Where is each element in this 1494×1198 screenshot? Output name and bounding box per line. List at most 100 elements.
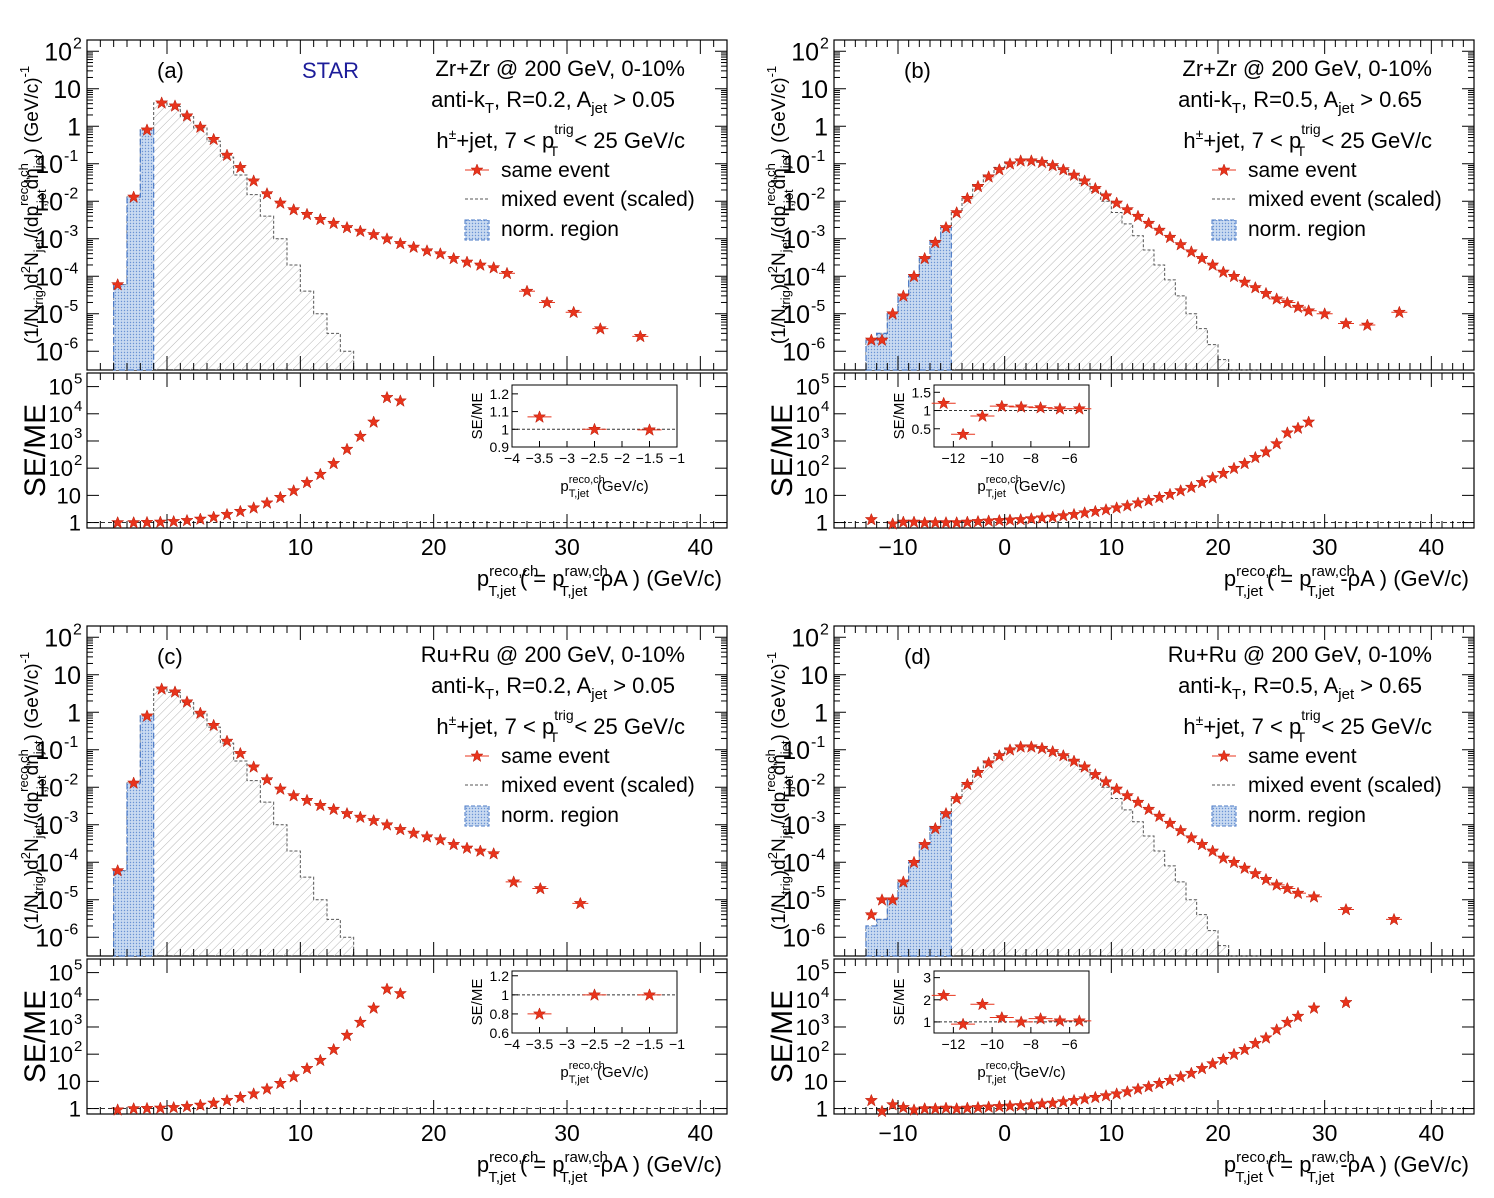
inset-y-tick-label: 1 [923,1014,931,1030]
same-event-point [420,830,434,843]
ratio-y-tick-exponent: 5 [821,371,829,388]
same-event-point [1099,189,1113,202]
x-tick-label: 20 [1205,534,1231,560]
y-tick-exponent: -4 [811,846,825,863]
same-event-point [1142,802,1155,815]
same-event-point [1174,824,1187,837]
mixed-event-fill [113,102,354,371]
inset-x-tick-label: −3 [559,450,575,466]
inset-x-tick-label: −2.5 [581,450,609,466]
same-event-point [1227,270,1241,282]
y-tick-exponent: 2 [73,35,82,52]
inset-x-tick-label: −4 [504,450,520,466]
x-tick-label: −10 [878,1120,917,1146]
y-tick-label: 1 [67,113,81,141]
ratio-point [247,1087,260,1100]
x-axis-label: preco,ch T,jet( = praw,ch T,jet-ρA ) (GeV/… [1224,1149,1469,1186]
ratio-y-tick-exponent: 3 [821,1011,829,1028]
ratio-point [394,394,407,407]
ratio-point [1163,1073,1177,1086]
y-tick-label: 10 [791,38,819,66]
same-event-point [1110,782,1123,795]
same-event-point [1387,913,1401,926]
ratio-point [1302,415,1315,428]
ratio-point [1089,1091,1102,1104]
same-event-point [1163,816,1177,829]
y-tick-label: 10 [35,887,63,915]
same-event-point [407,240,420,253]
same-event-point [534,882,547,895]
mixed-event-fill [866,746,1261,956]
y-tick-label: 10 [782,887,810,915]
ratio-point [354,1015,367,1028]
ratio-point [340,442,354,455]
y-tick-label: 1 [814,699,828,727]
ratio-y-tick-label: 10 [796,429,820,454]
same-event-point [460,255,474,268]
ratio-point [1057,1095,1070,1108]
ratio-point [180,514,194,527]
y-tick-exponent: -6 [811,921,825,938]
mixed-event-line [113,102,355,370]
x-axis-label: preco,ch T,jet( = praw,ch T,jet-ρA ) (GeV/… [477,563,722,600]
same-event-point [1142,216,1155,229]
same-event-point [1185,245,1198,258]
ratio-point [1249,451,1262,464]
ratio-y-tick-label: 10 [796,988,820,1013]
y-tick-label: 10 [35,151,63,179]
ratio-y-tick-exponent: 2 [74,452,82,469]
y-tick-label: 10 [782,849,810,877]
trigger-text: h±+jet, 7 < ptrig T < 25 GeV/c [436,707,685,745]
x-tick-label: 30 [1312,1120,1338,1146]
y-tick-label: 10 [782,188,810,216]
legend-mixed-event-label: mixed event (scaled) [1248,774,1442,797]
ratio-y-tick-exponent: 2 [74,1038,82,1055]
inset-y-tick-label: 0.9 [490,439,510,455]
ratio-point [929,516,942,529]
legend-same-event-label: same event [1248,745,1357,768]
x-tick-label: 40 [688,1120,714,1146]
same-event-point [507,875,520,888]
ratio-point [1185,480,1198,493]
legend-same-event-label: same event [501,745,610,768]
y-tick-exponent: -5 [64,884,78,901]
ratio-point [875,1104,889,1117]
y-tick-exponent: -3 [811,223,825,240]
ratio-y-tick-label: 1 [816,511,828,536]
same-event-point [1249,867,1262,880]
ratio-point [1131,496,1145,509]
inset-x-axis-label: preco,ch T,jet (GeV/c) [560,1060,648,1086]
same-event-point [1206,844,1219,857]
y-tick-label: 10 [782,263,810,291]
y-tick-label: 10 [782,774,810,802]
same-event-point [1163,230,1177,243]
ratio-point [1195,476,1209,489]
inset-y-tick-label: 0.6 [490,1025,510,1041]
same-event-point [1195,838,1209,851]
x-tick-label: 40 [1419,1120,1445,1146]
ratio-point [961,515,974,528]
y-tick-label: 10 [782,226,810,254]
ratio-point [1099,1089,1113,1102]
same-event-point [327,802,340,815]
legend-same-event-label: same event [1248,159,1357,182]
ratio-y-tick-label: 10 [49,375,73,400]
ratio-point [1217,1053,1230,1066]
norm-region-fill [865,812,952,957]
ratio-point [367,1001,380,1014]
x-tick-label: 0 [161,1120,174,1146]
y-tick-exponent: -6 [64,921,78,938]
same-event-point [234,747,247,760]
ratio-point [1078,506,1091,519]
y-tick-exponent: -4 [64,846,78,863]
same-event-point [1206,258,1219,271]
ratio-point [167,515,180,528]
ratio-point [1153,491,1166,504]
ratio-point [929,1102,942,1115]
same-event-point [1217,265,1230,278]
legend-same-event-label: same event [501,159,610,182]
ratio-point [380,982,394,995]
same-event-point [487,261,500,274]
ratio-point [1142,494,1155,507]
